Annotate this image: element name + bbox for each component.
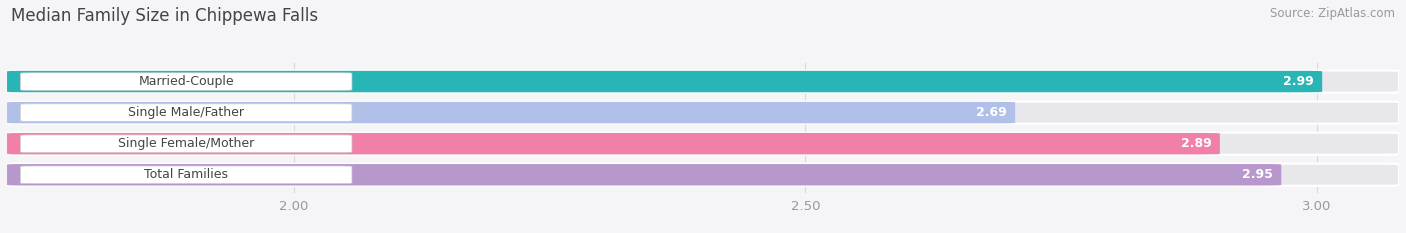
FancyBboxPatch shape	[7, 164, 1281, 185]
FancyBboxPatch shape	[20, 73, 352, 90]
Text: 2.69: 2.69	[976, 106, 1007, 119]
FancyBboxPatch shape	[7, 71, 1322, 92]
FancyBboxPatch shape	[7, 164, 1399, 186]
Text: 2.95: 2.95	[1243, 168, 1272, 181]
FancyBboxPatch shape	[7, 133, 1220, 154]
FancyBboxPatch shape	[20, 104, 352, 121]
FancyBboxPatch shape	[20, 166, 352, 184]
FancyBboxPatch shape	[20, 135, 352, 152]
Text: Married-Couple: Married-Couple	[138, 75, 233, 88]
Text: Source: ZipAtlas.com: Source: ZipAtlas.com	[1270, 7, 1395, 20]
Text: Total Families: Total Families	[145, 168, 228, 181]
Text: Single Female/Mother: Single Female/Mother	[118, 137, 254, 150]
FancyBboxPatch shape	[7, 71, 1399, 93]
FancyBboxPatch shape	[7, 133, 1399, 155]
Text: 2.89: 2.89	[1181, 137, 1212, 150]
Text: Single Male/Father: Single Male/Father	[128, 106, 245, 119]
FancyBboxPatch shape	[7, 102, 1399, 124]
FancyBboxPatch shape	[7, 102, 1015, 123]
Text: Median Family Size in Chippewa Falls: Median Family Size in Chippewa Falls	[11, 7, 318, 25]
Text: 2.99: 2.99	[1284, 75, 1315, 88]
